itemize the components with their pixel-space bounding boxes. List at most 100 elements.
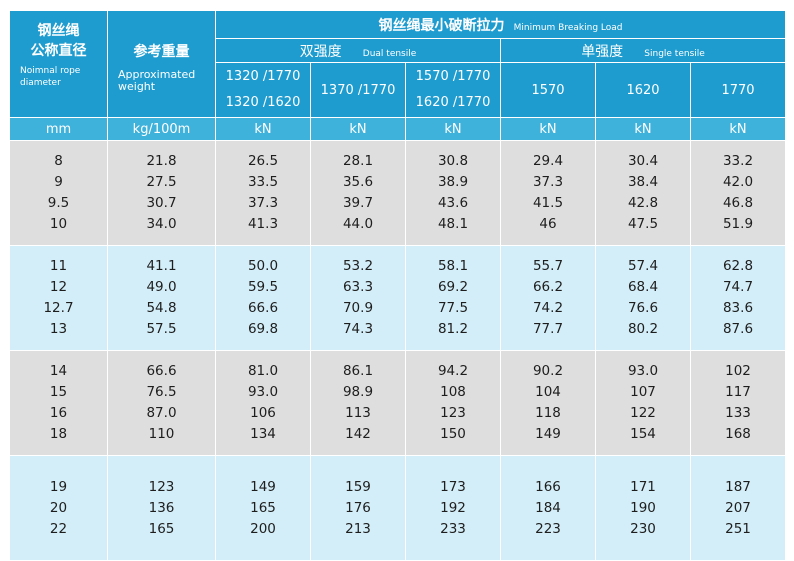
value: 113 — [345, 405, 371, 421]
value: 44.0 — [342, 216, 374, 232]
value: 90.2 — [532, 363, 564, 379]
value: 59.5 — [247, 279, 279, 295]
value: 251 — [725, 520, 751, 537]
value: 57.5 — [146, 321, 177, 337]
value: 66.6 — [146, 363, 177, 379]
grade-3-line1: 1570 /1770 — [415, 69, 491, 84]
diameter-header-cn2: 公称直径 — [30, 43, 87, 59]
g1-cell: 149 165 200 — [215, 455, 311, 561]
value: 30.8 — [437, 153, 469, 169]
dual-header-cn: 双强度 — [299, 43, 342, 60]
value: 37.3 — [532, 174, 564, 190]
g6-cell: 33.2 42.0 46.8 51.9 — [689, 140, 787, 246]
g6-cell: 102 117 133 168 — [689, 350, 787, 456]
unit-weight: kg/100m — [107, 117, 216, 141]
value: 136 — [148, 499, 175, 516]
g6-cell: 62.8 74.7 83.6 87.6 — [689, 245, 787, 351]
value: 26.5 — [247, 153, 279, 169]
value: 200 — [250, 520, 276, 537]
value: 19 — [49, 478, 68, 495]
value: 190 — [630, 499, 656, 516]
value: 133 — [725, 405, 751, 421]
mbl-header-en: Minimum Breaking Load — [513, 22, 623, 33]
value: 55.7 — [532, 258, 564, 274]
value: 16 — [49, 405, 68, 421]
weight-header-en: Approximated weight — [118, 68, 196, 93]
value: 93.0 — [247, 384, 279, 400]
value: 46.8 — [722, 195, 754, 211]
value: 39.7 — [342, 195, 374, 211]
value: 27.5 — [146, 174, 177, 190]
grade-header-6: 1770 — [689, 62, 787, 118]
diameter-header: 钢丝绳 公称直径 Noimnal rope diameter — [9, 10, 108, 118]
value: 123 — [440, 405, 466, 421]
header-row-1: 钢丝绳 公称直径 Noimnal rope diameter 参考重量 Appr… — [9, 10, 787, 118]
value: 58.1 — [437, 258, 469, 274]
table-row-group-3: 14 15 16 18 66.6 76.5 87.0 110 81.0 93.0 106 134 … — [9, 350, 787, 456]
table-row-group-2: 11 12 12.7 13 41.1 49.0 54.8 57.5 50.0 59.5 66.6… — [9, 245, 787, 351]
value: 35.6 — [342, 174, 374, 190]
value: 12 — [49, 279, 68, 295]
weight-cell: 41.1 49.0 54.8 57.5 — [107, 245, 216, 351]
value: 28.1 — [342, 153, 374, 169]
g5-cell: 171 190 230 — [595, 455, 691, 561]
value: 10 — [49, 216, 68, 232]
value: 76.5 — [146, 384, 177, 400]
unit-diameter: mm — [9, 117, 108, 141]
value: 81.0 — [247, 363, 279, 379]
value: 207 — [725, 499, 751, 516]
g2-cell: 86.1 98.9 113 142 — [310, 350, 406, 456]
diameter-cell: 14 15 16 18 — [9, 350, 108, 456]
g5-cell: 57.4 68.4 76.6 80.2 — [595, 245, 691, 351]
diameter-header-en: Noimnal rope diameter — [20, 66, 81, 88]
g3-cell: 94.2 108 123 150 — [405, 350, 501, 456]
value: 165 — [148, 520, 175, 537]
g4-cell: 55.7 66.2 74.2 77.7 — [500, 245, 596, 351]
table-row-group-4: 19 20 22 123 136 165 149 165 200 159 176 213 173… — [9, 455, 787, 561]
value: 9 — [54, 174, 63, 190]
g3-cell: 173 192 233 — [405, 455, 501, 561]
value: 77.7 — [532, 321, 564, 337]
value: 77.5 — [437, 300, 469, 316]
value: 149 — [535, 426, 561, 442]
value: 74.2 — [532, 300, 564, 316]
diameter-header-cn1: 钢丝绳 — [37, 23, 80, 39]
value: 48.1 — [437, 216, 469, 232]
value: 29.4 — [532, 153, 564, 169]
value: 87.6 — [722, 321, 754, 337]
value: 123 — [148, 478, 175, 495]
dual-header-en: Dual tensile — [362, 48, 417, 59]
value: 14 — [49, 363, 68, 379]
value: 230 — [630, 520, 656, 537]
value: 38.4 — [627, 174, 659, 190]
value: 41.3 — [247, 216, 279, 232]
diameter-cell: 19 20 22 — [9, 455, 108, 561]
grade-1-line2: 1320 /1620 — [225, 95, 301, 110]
dual-header: 双强度 Dual tensile — [215, 38, 501, 63]
value: 54.8 — [146, 300, 177, 316]
value: 57.4 — [627, 258, 659, 274]
weight-header-cn: 参考重量 — [133, 44, 190, 60]
mbl-header-cn: 钢丝绳最小破断拉力 — [378, 17, 505, 34]
value: 74.7 — [722, 279, 754, 295]
value: 42.8 — [627, 195, 659, 211]
value: 20 — [49, 499, 68, 516]
grade-3-line2: 1620 /1770 — [415, 95, 491, 110]
value: 173 — [440, 478, 466, 495]
value: 53.2 — [342, 258, 374, 274]
value: 51.9 — [722, 216, 754, 232]
value: 33.2 — [722, 153, 754, 169]
g4-cell: 90.2 104 118 149 — [500, 350, 596, 456]
value: 86.1 — [342, 363, 374, 379]
value: 63.3 — [342, 279, 374, 295]
value: 176 — [345, 499, 371, 516]
g1-cell: 81.0 93.0 106 134 — [215, 350, 311, 456]
value: 38.9 — [437, 174, 469, 190]
value: 168 — [725, 426, 751, 442]
value: 34.0 — [146, 216, 177, 232]
value: 41.5 — [532, 195, 564, 211]
value: 30.4 — [627, 153, 659, 169]
table-row-group-1: 8 9 9.5 10 21.8 27.5 30.7 34.0 26.5 33.5 37.3 41.… — [9, 140, 787, 246]
value: 12.7 — [43, 300, 74, 316]
value: 41.1 — [146, 258, 177, 274]
